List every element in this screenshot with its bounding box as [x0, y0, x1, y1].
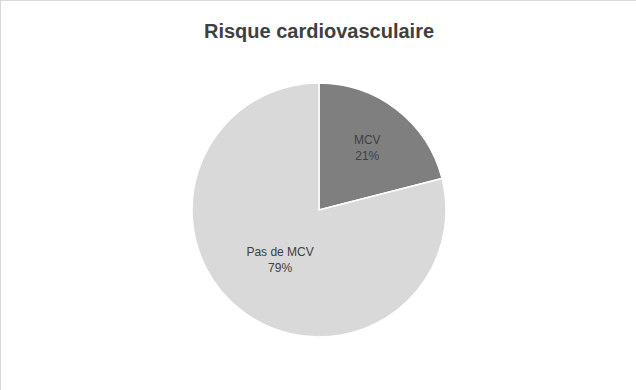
svg-text:Pas de MCV79%: Pas de MCV79% — [246, 245, 313, 275]
svg-text:MCV21%: MCV21% — [354, 133, 381, 163]
svg-text:Risque cardiovasculaire: Risque cardiovasculaire — [204, 20, 434, 42]
